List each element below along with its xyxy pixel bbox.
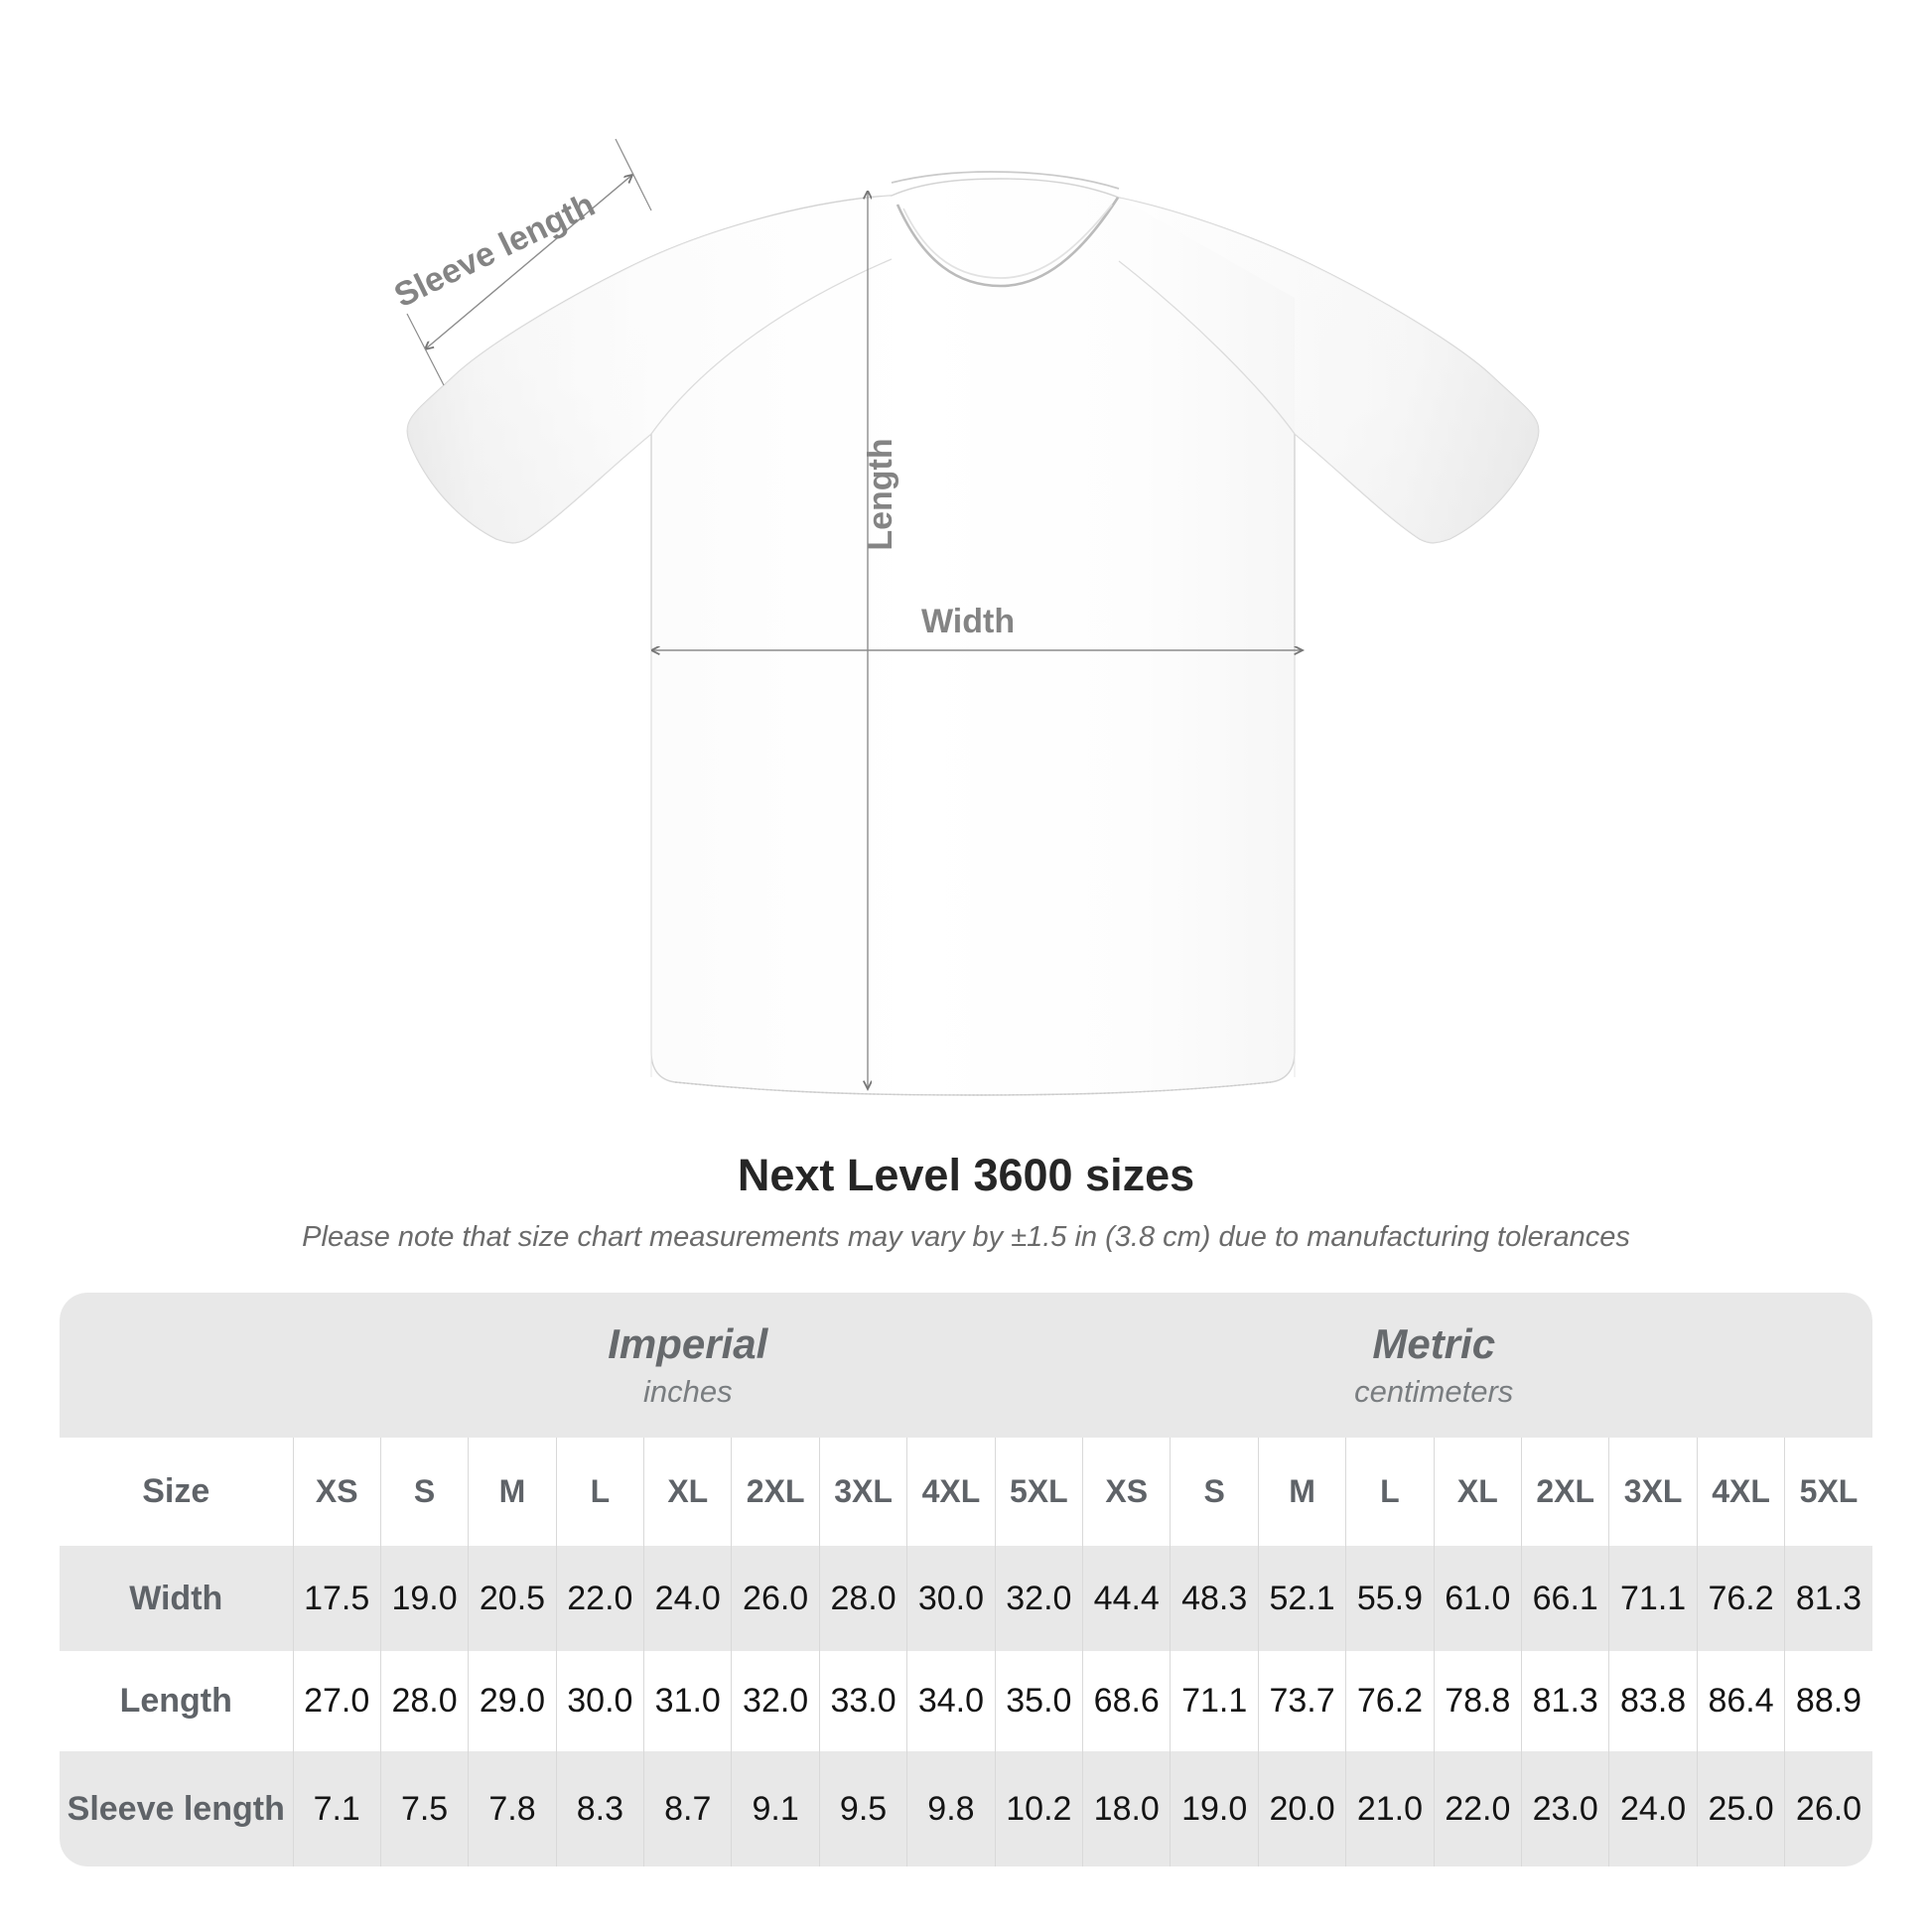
svg-text:Width: Width bbox=[921, 603, 1015, 640]
svg-text:Length: Length bbox=[862, 438, 899, 550]
svg-text:Sleeve length: Sleeve length bbox=[388, 186, 601, 315]
